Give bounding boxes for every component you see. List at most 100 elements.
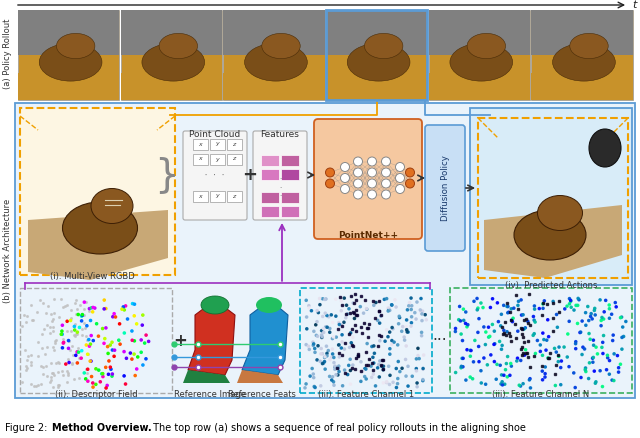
Text: ···: ··· bbox=[433, 333, 447, 348]
Point bbox=[486, 351, 496, 358]
Point bbox=[614, 369, 624, 376]
Point bbox=[504, 309, 514, 316]
Point bbox=[57, 367, 67, 374]
Point bbox=[315, 358, 325, 365]
Text: (iii). Feature Channel 1: (iii). Feature Channel 1 bbox=[318, 390, 414, 399]
Point bbox=[462, 323, 472, 330]
Point bbox=[77, 318, 87, 325]
Point bbox=[127, 300, 138, 307]
Point bbox=[569, 369, 579, 376]
Point bbox=[467, 375, 477, 382]
Point bbox=[540, 374, 550, 381]
Point bbox=[385, 351, 395, 358]
Point bbox=[417, 307, 428, 314]
Point bbox=[476, 300, 486, 307]
Point bbox=[66, 314, 76, 321]
Point bbox=[604, 301, 614, 308]
Point bbox=[98, 370, 108, 377]
Point bbox=[489, 328, 499, 335]
Point bbox=[35, 297, 45, 304]
Point bbox=[469, 298, 479, 305]
Point bbox=[580, 309, 591, 316]
Ellipse shape bbox=[467, 33, 506, 59]
FancyBboxPatch shape bbox=[261, 155, 279, 166]
Point bbox=[80, 325, 90, 332]
Point bbox=[320, 296, 330, 303]
Point bbox=[74, 324, 84, 331]
Point bbox=[308, 342, 318, 349]
Point bbox=[48, 315, 58, 322]
Point bbox=[54, 314, 64, 321]
Point bbox=[367, 374, 377, 381]
Point bbox=[308, 371, 319, 378]
FancyBboxPatch shape bbox=[470, 108, 632, 285]
Point bbox=[383, 363, 394, 370]
Point bbox=[580, 364, 591, 371]
Circle shape bbox=[340, 162, 349, 172]
Point bbox=[374, 320, 385, 327]
Text: Reference Feats: Reference Feats bbox=[228, 390, 296, 399]
Point bbox=[310, 384, 320, 391]
Point bbox=[573, 295, 583, 302]
Point bbox=[345, 356, 355, 363]
Point bbox=[81, 342, 92, 349]
Point bbox=[57, 331, 67, 338]
Point bbox=[54, 359, 65, 366]
Point bbox=[538, 352, 548, 359]
Point bbox=[458, 306, 468, 313]
Point bbox=[559, 343, 569, 350]
Point bbox=[518, 380, 528, 387]
Point bbox=[541, 337, 552, 344]
Point bbox=[481, 328, 491, 336]
Point bbox=[588, 355, 598, 362]
Point bbox=[615, 361, 625, 368]
Point bbox=[499, 302, 509, 309]
Point bbox=[479, 354, 489, 361]
Point bbox=[138, 311, 148, 318]
Point bbox=[308, 328, 319, 335]
Text: Method Overview.: Method Overview. bbox=[52, 423, 152, 433]
Point bbox=[406, 302, 417, 309]
Point bbox=[394, 314, 404, 321]
Point bbox=[495, 322, 506, 329]
Point bbox=[587, 315, 597, 322]
Point bbox=[397, 328, 407, 335]
Point bbox=[388, 325, 398, 332]
Point bbox=[358, 310, 369, 317]
Point bbox=[457, 355, 467, 362]
FancyBboxPatch shape bbox=[18, 73, 119, 100]
Point bbox=[71, 330, 81, 337]
Text: (ii). Descriptor Field: (ii). Descriptor Field bbox=[54, 390, 138, 399]
Point bbox=[31, 308, 42, 315]
Point bbox=[580, 322, 591, 329]
Point bbox=[71, 297, 81, 304]
Point bbox=[461, 377, 471, 384]
Point bbox=[566, 298, 576, 305]
Point bbox=[88, 384, 98, 391]
Point bbox=[102, 343, 113, 350]
Point bbox=[330, 363, 340, 370]
Text: }: } bbox=[154, 156, 179, 194]
Point bbox=[388, 379, 398, 386]
Point bbox=[401, 323, 412, 330]
Circle shape bbox=[326, 179, 335, 188]
Point bbox=[577, 351, 587, 358]
Point bbox=[319, 358, 330, 365]
Point bbox=[312, 307, 323, 314]
Text: y: y bbox=[215, 194, 219, 198]
Point bbox=[407, 373, 417, 380]
Point bbox=[71, 311, 81, 318]
Point bbox=[513, 302, 523, 309]
Point bbox=[597, 383, 607, 390]
Point bbox=[497, 346, 507, 353]
Circle shape bbox=[326, 168, 335, 177]
Point bbox=[101, 385, 111, 392]
Point bbox=[508, 318, 518, 325]
Point bbox=[489, 341, 499, 348]
Point bbox=[318, 325, 328, 332]
Point bbox=[378, 366, 388, 373]
Point bbox=[312, 333, 323, 340]
Point bbox=[328, 333, 339, 340]
FancyBboxPatch shape bbox=[425, 125, 465, 251]
Point bbox=[91, 381, 101, 388]
